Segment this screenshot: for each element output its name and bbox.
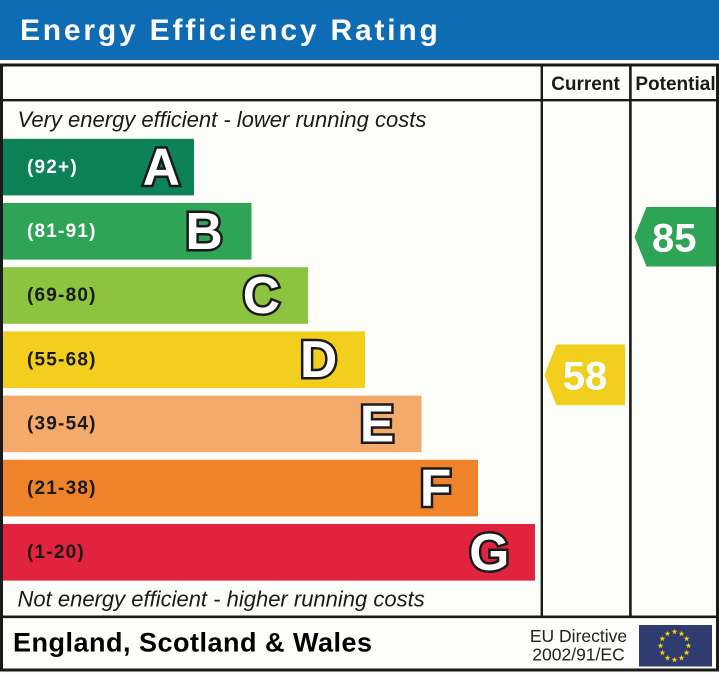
svg-text:Not energy efficient - higher: Not energy efficient - higher running co… [18,587,425,612]
svg-text:(21-38): (21-38) [27,478,97,499]
svg-text:E: E [360,394,394,452]
svg-text:F: F [420,459,451,517]
svg-text:(81-91): (81-91) [27,221,97,242]
svg-text:Current: Current [551,74,620,95]
svg-text:2002/91/EC: 2002/91/EC [532,645,624,665]
svg-text:Potential: Potential [635,74,715,95]
svg-text:B: B [185,202,222,260]
svg-text:58: 58 [563,354,608,398]
svg-text:Very energy efficient - lower: Very energy efficient - lower running co… [18,107,427,132]
svg-text:C: C [243,266,280,324]
svg-text:(39-54): (39-54) [27,414,97,435]
svg-text:(1-20): (1-20) [27,542,85,563]
svg-text:EU Directive: EU Directive [530,626,627,646]
svg-text:(55-68): (55-68) [27,349,97,370]
svg-text:85: 85 [652,216,697,260]
svg-text:Energy Efficiency Rating: Energy Efficiency Rating [20,14,441,47]
svg-text:G: G [469,523,509,581]
svg-text:England, Scotland & Wales: England, Scotland & Wales [13,628,373,658]
svg-text:A: A [143,138,180,196]
svg-text:(69-80): (69-80) [27,285,97,306]
svg-text:(92+): (92+) [27,157,78,178]
svg-text:D: D [300,330,337,388]
